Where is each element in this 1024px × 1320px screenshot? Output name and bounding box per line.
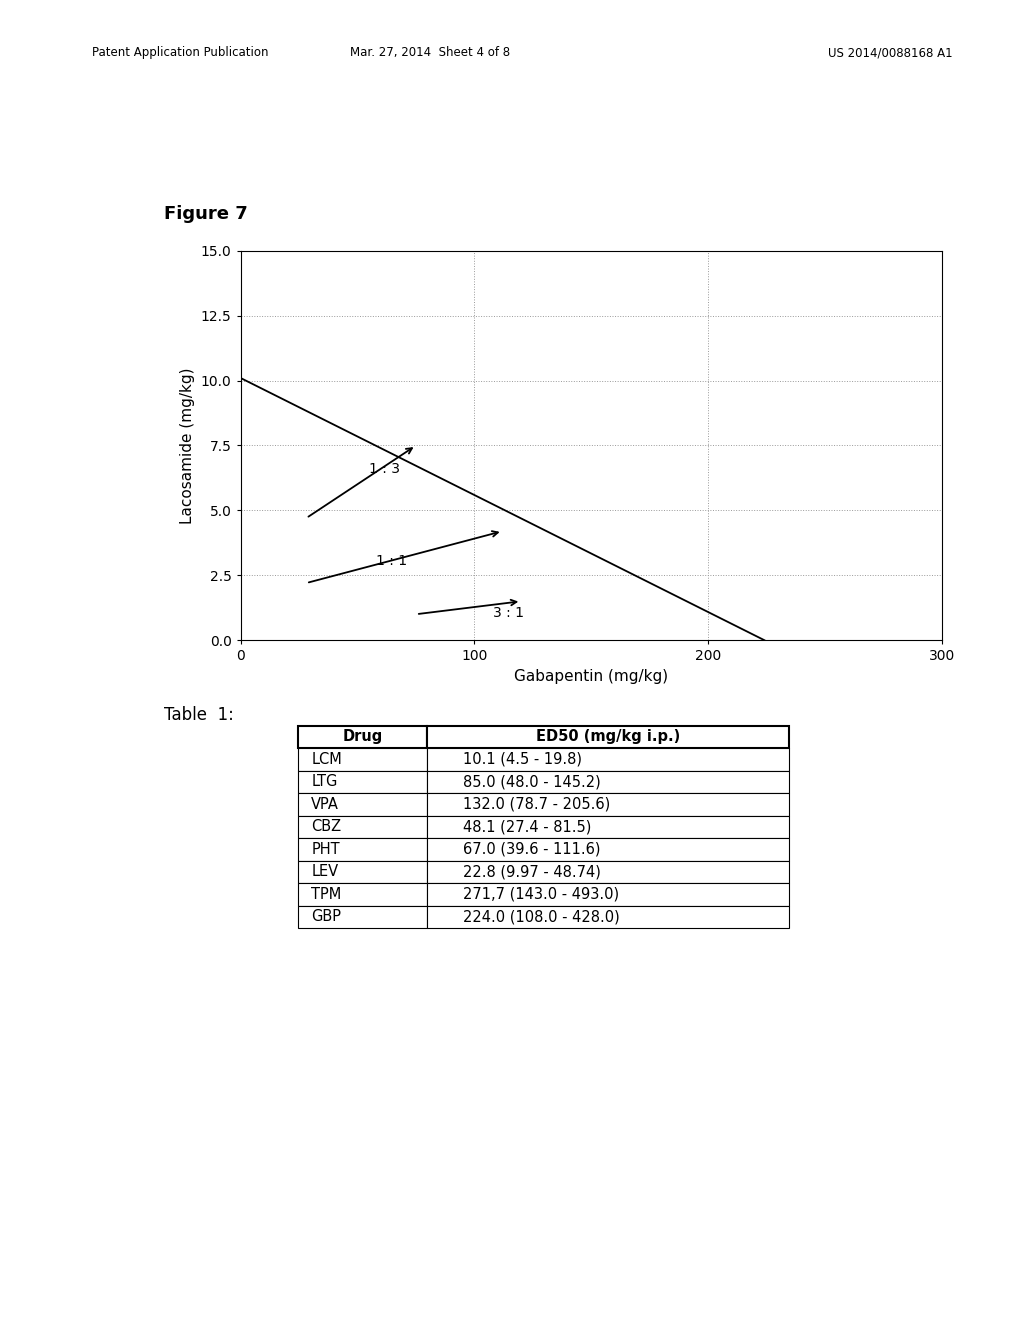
Text: 1 : 1: 1 : 1	[376, 554, 408, 568]
Text: 1 : 3: 1 : 3	[370, 462, 400, 477]
Text: Table  1:: Table 1:	[164, 706, 233, 725]
Text: US 2014/0088168 A1: US 2014/0088168 A1	[827, 46, 952, 59]
Text: 3 : 1: 3 : 1	[494, 606, 524, 620]
Y-axis label: Lacosamide (mg/kg): Lacosamide (mg/kg)	[180, 367, 196, 524]
Text: Figure 7: Figure 7	[164, 205, 248, 223]
Text: Mar. 27, 2014  Sheet 4 of 8: Mar. 27, 2014 Sheet 4 of 8	[350, 46, 510, 59]
X-axis label: Gabapentin (mg/kg): Gabapentin (mg/kg)	[514, 669, 669, 684]
Text: Patent Application Publication: Patent Application Publication	[92, 46, 268, 59]
